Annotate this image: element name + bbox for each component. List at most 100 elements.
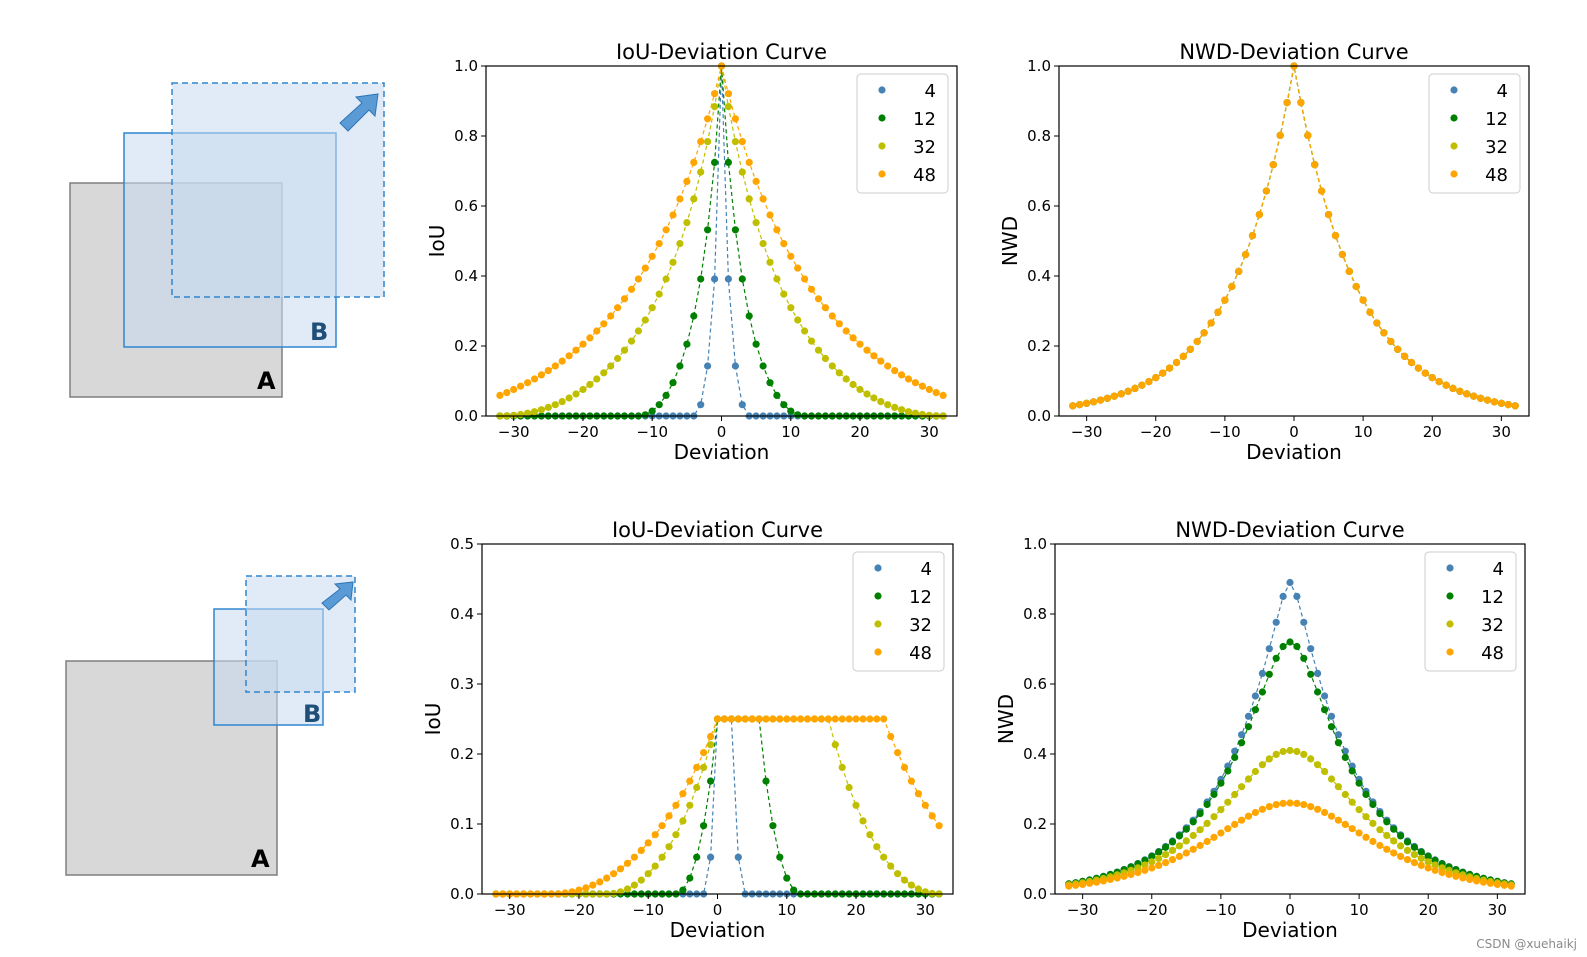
data-point — [693, 853, 701, 861]
data-point — [1435, 378, 1443, 386]
data-point — [734, 715, 742, 723]
data-point — [1124, 387, 1132, 395]
data-point — [907, 881, 916, 889]
data-point — [1069, 402, 1077, 410]
data-point — [870, 352, 878, 360]
data-point — [1300, 750, 1308, 759]
data-point — [1397, 852, 1405, 861]
data-point — [1362, 790, 1370, 799]
y-tick-label: 0.4 — [1023, 745, 1047, 763]
legend-label-4: 4 — [1493, 559, 1504, 580]
legend-marker-32 — [1450, 142, 1458, 150]
data-point — [814, 295, 823, 303]
data-point — [1334, 816, 1342, 824]
data-point — [1307, 645, 1315, 653]
data-point — [603, 874, 611, 882]
legend-label-48: 48 — [913, 165, 936, 186]
data-point — [1168, 856, 1177, 864]
shift-arrow-icon — [339, 93, 379, 132]
data-point — [683, 177, 691, 185]
data-point — [731, 138, 740, 146]
x-axis-label: Deviation — [1246, 440, 1342, 464]
data-point — [676, 240, 684, 248]
data-point — [641, 264, 649, 272]
data-point — [873, 843, 881, 851]
data-point — [634, 275, 643, 283]
data-point — [1065, 882, 1073, 890]
x-tick-label: 20 — [1419, 901, 1438, 919]
data-point — [1141, 861, 1149, 869]
data-point — [866, 715, 874, 723]
data-point — [797, 715, 805, 723]
data-point — [1148, 852, 1156, 861]
data-point — [1155, 861, 1163, 870]
data-point — [1424, 858, 1432, 866]
data-point — [1293, 592, 1301, 601]
data-point — [838, 715, 846, 723]
data-point — [766, 379, 774, 387]
data-point — [655, 290, 663, 298]
data-point — [1210, 833, 1218, 841]
data-point — [1321, 808, 1329, 817]
data-point — [1314, 669, 1322, 678]
data-point — [1265, 670, 1273, 678]
data-point — [1162, 859, 1170, 867]
data-point — [741, 715, 749, 723]
data-point — [1279, 799, 1287, 808]
legend-label-32: 32 — [913, 137, 936, 158]
data-point — [711, 103, 719, 111]
data-point — [704, 115, 712, 123]
data-point — [821, 354, 830, 363]
x-tick-label: 20 — [1423, 423, 1442, 441]
data-point — [1152, 374, 1160, 382]
data-point — [921, 801, 929, 809]
series-line-4 — [495, 718, 940, 895]
data-point — [1279, 642, 1287, 651]
data-point — [707, 853, 715, 861]
series-32 — [1065, 746, 1515, 889]
legend-label-12: 12 — [1481, 587, 1504, 608]
y-tick-label: 0.2 — [1023, 815, 1047, 833]
nwd-deviation-chart-top: −30 −20 −10 0 10 20 30 0.0 0.2 0.4 0.6 0.8 1.0 NWD-De… — [998, 40, 1530, 464]
data-point — [769, 822, 777, 830]
data-point — [586, 380, 594, 389]
data-point — [672, 831, 680, 839]
data-point — [873, 715, 881, 723]
data-point — [773, 226, 781, 234]
data-point — [623, 859, 632, 867]
data-point — [1355, 829, 1363, 837]
x-tick-label: −10 — [1205, 901, 1237, 919]
data-point — [1293, 799, 1301, 808]
data-point — [496, 391, 504, 399]
data-point — [787, 407, 795, 415]
data-point — [738, 168, 746, 176]
x-tick-label: −10 — [636, 423, 668, 441]
data-point — [1145, 378, 1153, 386]
data-point — [845, 715, 853, 723]
data-point — [745, 158, 753, 166]
data-point — [582, 884, 590, 892]
data-point — [1359, 296, 1367, 304]
legend-marker-12 — [1446, 592, 1454, 600]
watermark: CSDN @xuehaikj — [1476, 937, 1577, 951]
data-point — [1251, 767, 1259, 776]
data-point — [900, 876, 909, 884]
legend-label-48: 48 — [1481, 643, 1504, 664]
data-point — [614, 304, 622, 312]
data-point — [783, 874, 791, 882]
legend-marker-48 — [1450, 170, 1458, 178]
legend: 4 12 32 48 — [1424, 551, 1517, 672]
x-axis-label: Deviation — [670, 918, 766, 942]
chart-title: NWD-Deviation Curve — [1179, 40, 1408, 64]
data-point — [831, 741, 839, 749]
data-point — [686, 801, 694, 809]
data-point — [828, 362, 836, 370]
data-point — [1341, 820, 1349, 829]
data-point — [1113, 874, 1121, 882]
data-point — [503, 389, 511, 397]
data-point — [1307, 755, 1315, 763]
x-axis-label: Deviation — [1242, 918, 1338, 942]
data-point — [1186, 345, 1194, 353]
data-point — [1189, 831, 1197, 840]
data-point — [1193, 337, 1201, 346]
